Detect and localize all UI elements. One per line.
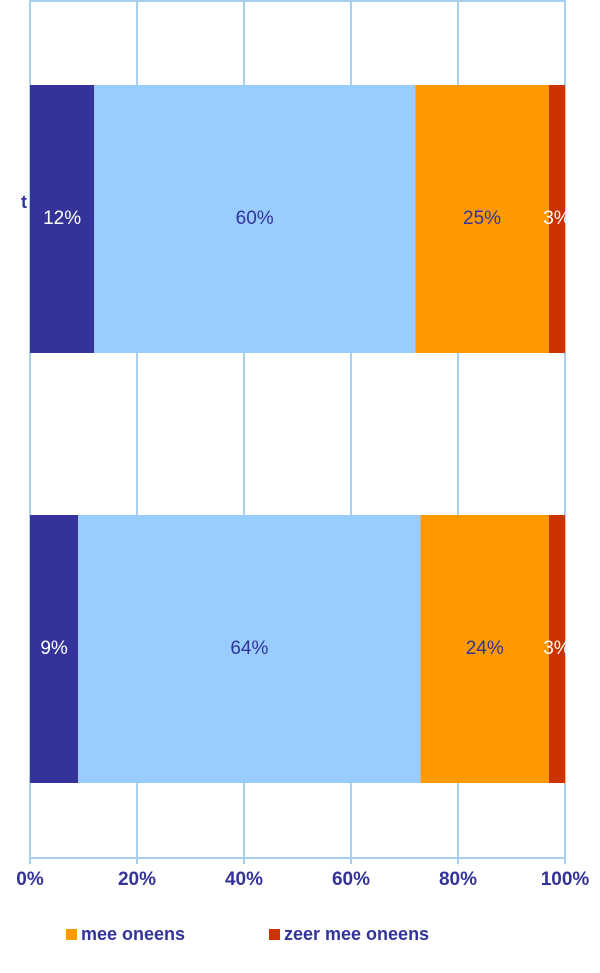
data-label: 64% bbox=[230, 638, 268, 659]
legend-swatch bbox=[66, 929, 77, 940]
x-tick-label: 40% bbox=[225, 869, 263, 890]
x-tick-label: 60% bbox=[332, 869, 370, 890]
x-tick-label: 0% bbox=[16, 869, 44, 890]
legend-label: mee oneens bbox=[81, 924, 185, 944]
x-tick-label: 100% bbox=[541, 869, 590, 890]
bar-segment bbox=[30, 515, 79, 783]
data-label: 12% bbox=[43, 208, 81, 229]
category-label: t bbox=[21, 192, 27, 212]
data-label: 24% bbox=[466, 638, 504, 659]
bar-segment bbox=[415, 85, 549, 353]
bar-segment bbox=[548, 515, 565, 783]
bar-segment bbox=[30, 85, 95, 353]
legend-label: zeer mee oneens bbox=[284, 924, 429, 944]
data-label: 3% bbox=[543, 208, 571, 229]
bar-segment bbox=[78, 515, 421, 783]
bar-segment bbox=[420, 515, 549, 783]
bar-segment bbox=[548, 85, 565, 353]
x-tick-label: 80% bbox=[439, 869, 477, 890]
data-label: 9% bbox=[40, 638, 68, 659]
x-tick-label: 20% bbox=[118, 869, 156, 890]
bar-segment bbox=[94, 85, 416, 353]
data-label: 60% bbox=[236, 208, 274, 229]
data-label: 3% bbox=[543, 638, 571, 659]
legend-swatch bbox=[269, 929, 280, 940]
data-label: 25% bbox=[463, 208, 501, 229]
